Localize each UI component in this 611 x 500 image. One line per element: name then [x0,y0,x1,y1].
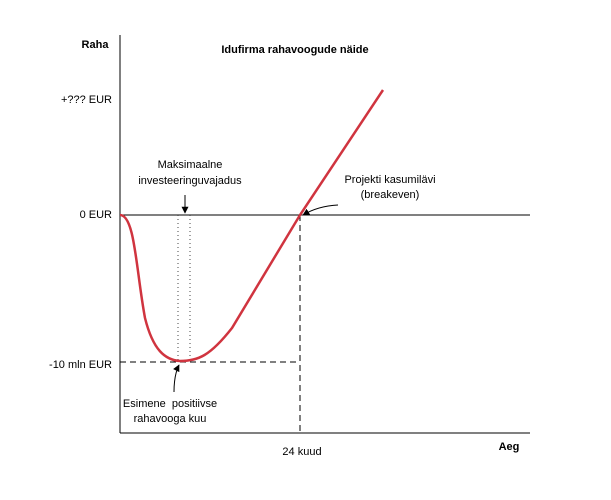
cashflow-curve [119,89,385,363]
annotation: Maksimaalne [158,159,223,171]
y-tick-label: 0 EUR [80,209,112,221]
y-tick-label: -10 mln EUR [49,359,112,371]
title: Idufirma rahavoogude näide [221,44,368,56]
x-axis-label: Aeg [499,441,520,453]
y-axis-label: Raha [82,39,110,51]
arrow [302,204,339,216]
arrow [173,364,180,393]
annotation: Esimene positiivse [123,398,217,410]
annotation: (breakeven) [361,189,420,201]
y-tick-label: +??? EUR [61,94,112,106]
x-tick-label: 24 kuud [282,446,321,458]
annotation: investeeringuvajadus [138,175,242,187]
annotation: rahavooga kuu [134,413,207,425]
annotation: Projekti kasumilävi [344,174,435,186]
